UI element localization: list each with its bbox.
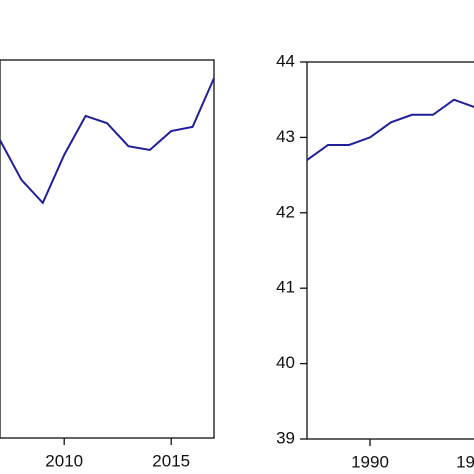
- y-tick-label: 42: [276, 202, 295, 221]
- y-tick-label: 44: [276, 51, 295, 70]
- x-tick-label: 1995: [456, 452, 474, 471]
- data-line: [306, 98, 474, 161]
- plot-frame: [306, 61, 474, 440]
- y-tick-label: 39: [276, 428, 295, 447]
- data-line: [0, 77, 215, 205]
- x-tick-label: 2010: [45, 451, 83, 470]
- y-tick-label: 40: [276, 353, 295, 372]
- x-tick-label: 1990: [351, 452, 389, 471]
- y-tick-label: 43: [276, 127, 295, 146]
- y-tick-label: 41: [276, 278, 295, 297]
- plot-frame: [0, 59, 215, 439]
- x-tick-label: 2015: [152, 451, 190, 470]
